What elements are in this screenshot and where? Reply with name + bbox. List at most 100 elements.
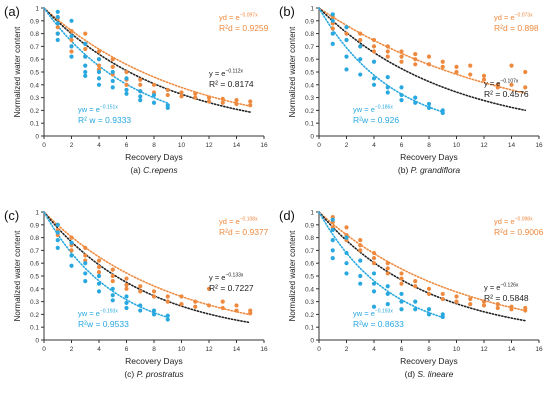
point-dry	[413, 279, 418, 284]
equation-wet: yw = e−0.193x	[78, 309, 118, 319]
point-wet	[358, 281, 363, 286]
equation-base: yw = e	[78, 309, 100, 318]
panel-caption: (b) P. grandiflora	[398, 165, 460, 175]
point-dry	[138, 82, 143, 87]
x-tick-label: 10	[453, 142, 461, 149]
point-wet	[83, 54, 88, 59]
equation-dry: yd = e−0.108x	[219, 217, 258, 227]
y-tick-label: 0.9	[30, 222, 39, 229]
point-wet	[83, 261, 88, 266]
point-dry	[165, 299, 170, 304]
fit-line-overall	[43, 211, 252, 324]
x-tick-label: 14	[233, 142, 241, 149]
point-wet	[55, 230, 60, 235]
point-wet	[96, 289, 102, 294]
point-dry	[523, 308, 528, 313]
caption-species: P. grandiflora	[411, 165, 461, 175]
r2-wet: R²w = 0.9533	[78, 319, 129, 329]
point-wet	[344, 54, 349, 59]
point-wet	[426, 101, 432, 107]
point-dry	[69, 28, 74, 34]
point-wet	[344, 261, 349, 266]
point-wet	[83, 69, 88, 75]
point-wet	[83, 41, 88, 46]
y-tick-label: 1	[310, 210, 314, 217]
caption-species: C.repens	[143, 165, 178, 175]
point-dry	[468, 72, 473, 77]
equation-base: yw = e	[353, 309, 375, 318]
fit-line-overall	[318, 211, 527, 322]
point-dry	[385, 44, 390, 49]
x-tick-label: 6	[400, 346, 404, 353]
point-dry	[399, 59, 404, 64]
point-wet	[110, 78, 115, 84]
point-dry	[468, 63, 473, 68]
point-dry	[385, 261, 390, 266]
point-dry	[124, 82, 129, 87]
y-tick-label: 0.1	[30, 325, 39, 332]
x-tick-label: 12	[205, 142, 213, 149]
point-dry	[495, 85, 500, 90]
x-tick-label: 0	[42, 346, 46, 353]
point-wet	[110, 85, 115, 90]
point-dry	[151, 294, 157, 299]
equation-dry: yd = e−0.097x	[219, 13, 258, 23]
point-dry	[495, 305, 500, 311]
point-dry	[413, 62, 418, 67]
point-wet	[55, 9, 60, 14]
point-dry	[69, 49, 74, 54]
point-wet	[399, 299, 404, 304]
point-dry	[179, 294, 184, 299]
point-wet	[55, 222, 60, 227]
point-dry	[193, 95, 198, 100]
point-dry	[96, 49, 102, 54]
point-wet	[440, 110, 445, 116]
point-wet	[69, 44, 74, 49]
point-dry	[509, 82, 514, 87]
point-wet	[138, 303, 143, 308]
point-dry	[179, 94, 184, 99]
point-dry	[83, 253, 88, 258]
point-dry	[206, 286, 212, 291]
point-dry	[413, 57, 418, 62]
fit-line-dry	[43, 7, 252, 107]
panel-d: (d)00.10.20.30.40.50.60.70.80.910 2 4 6 8 10 1…	[279, 208, 544, 379]
point-dry	[481, 299, 487, 304]
point-wet	[358, 258, 363, 263]
point-dry	[454, 69, 459, 75]
equation-exponent: −0.186x	[375, 105, 393, 111]
y-axis-label: Normalized water content	[13, 230, 22, 321]
point-dry	[371, 37, 377, 43]
point-wet	[330, 255, 335, 261]
x-tick-label: 0	[42, 142, 46, 149]
point-wet	[413, 100, 418, 105]
point-dry	[151, 289, 157, 294]
y-tick-label: 0.9	[30, 18, 39, 25]
x-tick-label: 16	[535, 142, 543, 149]
y-tick-label: 0.7	[30, 248, 39, 255]
equation-exponent: −0.108x	[240, 217, 258, 223]
point-dry	[193, 91, 198, 96]
point-dry	[83, 46, 88, 52]
x-tick-label: 10	[178, 346, 186, 353]
y-tick-label: 0.7	[305, 248, 314, 255]
y-tick-label: 0.2	[30, 312, 39, 319]
point-dry	[399, 276, 404, 281]
r2-wet: R² w = 0.9333	[78, 115, 131, 125]
point-wet	[96, 57, 102, 62]
point-dry	[468, 302, 473, 307]
point-wet	[165, 105, 170, 110]
y-tick-label: 1	[35, 210, 39, 217]
point-dry	[83, 245, 88, 250]
y-tick-label: 0.1	[305, 121, 314, 128]
point-dry	[220, 96, 225, 101]
x-tick-label: 2	[70, 142, 74, 149]
caption-species: P. prostratus	[137, 369, 185, 379]
point-wet	[426, 307, 432, 312]
point-dry	[96, 63, 102, 68]
equation-base: y = e	[484, 283, 500, 292]
point-dry	[371, 250, 377, 256]
point-wet	[371, 82, 377, 87]
equation-overall: y = e−0.126x	[484, 283, 519, 293]
